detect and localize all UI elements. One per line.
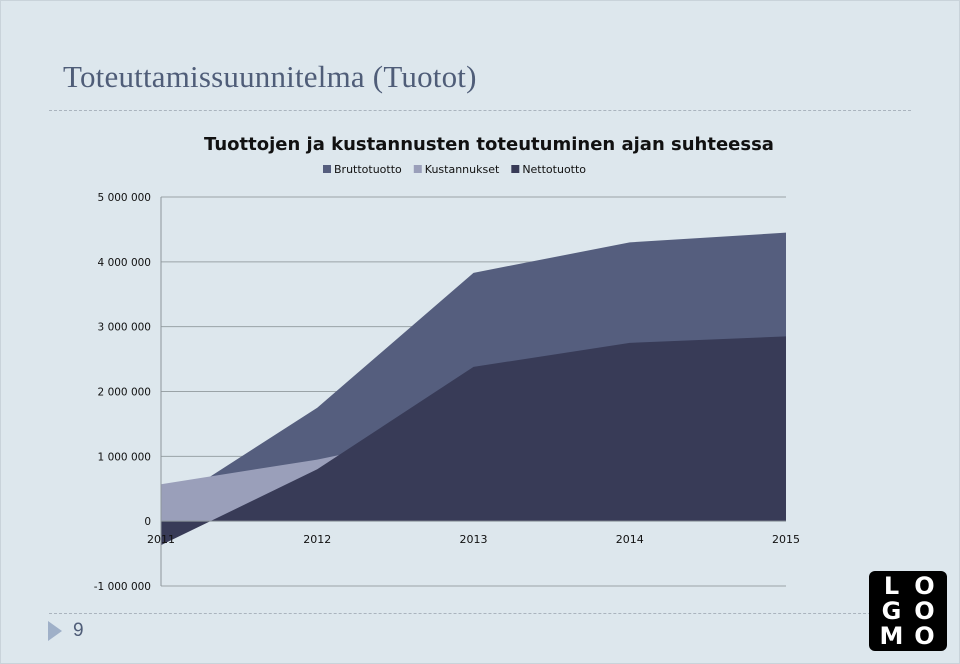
legend-label: Bruttotuotto [334, 163, 402, 176]
x-tick-label: 2015 [772, 533, 800, 546]
x-tick-label: 2014 [616, 533, 644, 546]
logo-letter: G [881, 596, 902, 625]
logo-letter: L [883, 572, 900, 601]
chart-areas [161, 232, 786, 546]
logo-letter: O [914, 572, 935, 601]
x-axis-ticks: 2011 2012 2013 2014 2015 [147, 533, 800, 546]
legend-swatch [511, 165, 520, 173]
legend-swatch [323, 165, 331, 173]
y-tick-label: 2 000 000 [98, 387, 151, 399]
logo-letter: O [914, 621, 935, 650]
y-tick-label: 1 000 000 [98, 451, 151, 463]
y-tick-label: 4 000 000 [98, 257, 151, 269]
chart-legend: Bruttotuotto Kustannukset Nettotuotto [323, 163, 586, 176]
chart-title: Tuottojen ja kustannusten toteutuminen a… [204, 134, 774, 155]
page-number: 9 [73, 620, 84, 641]
legend-label: Kustannukset [425, 163, 500, 176]
x-tick-label: 2013 [460, 533, 488, 546]
logo-letter: M [879, 621, 904, 650]
x-tick-label: 2011 [147, 533, 175, 546]
page-arrow-icon [48, 621, 62, 641]
footer-divider [49, 613, 911, 614]
y-tick-label: -1 000 000 [94, 581, 151, 593]
legend-label: Nettotuotto [522, 163, 586, 176]
logo-letter: O [914, 596, 935, 625]
y-tick-label: 0 [144, 516, 151, 528]
chart-axes [160, 197, 786, 586]
area-nettotuotto [161, 336, 786, 546]
logomo-logo: L O G O M O [869, 571, 947, 651]
y-tick-label: 5 000 000 [98, 192, 151, 204]
slide-title: Toteuttamissuunnitelma (Tuotot) [63, 59, 477, 94]
x-tick-label: 2012 [303, 533, 331, 546]
y-axis-ticks: 5 000 000 4 000 000 3 000 000 2 000 000 1 00… [94, 192, 151, 593]
title-divider [49, 110, 911, 111]
legend-swatch [413, 165, 422, 173]
y-tick-label: 3 000 000 [98, 322, 151, 334]
